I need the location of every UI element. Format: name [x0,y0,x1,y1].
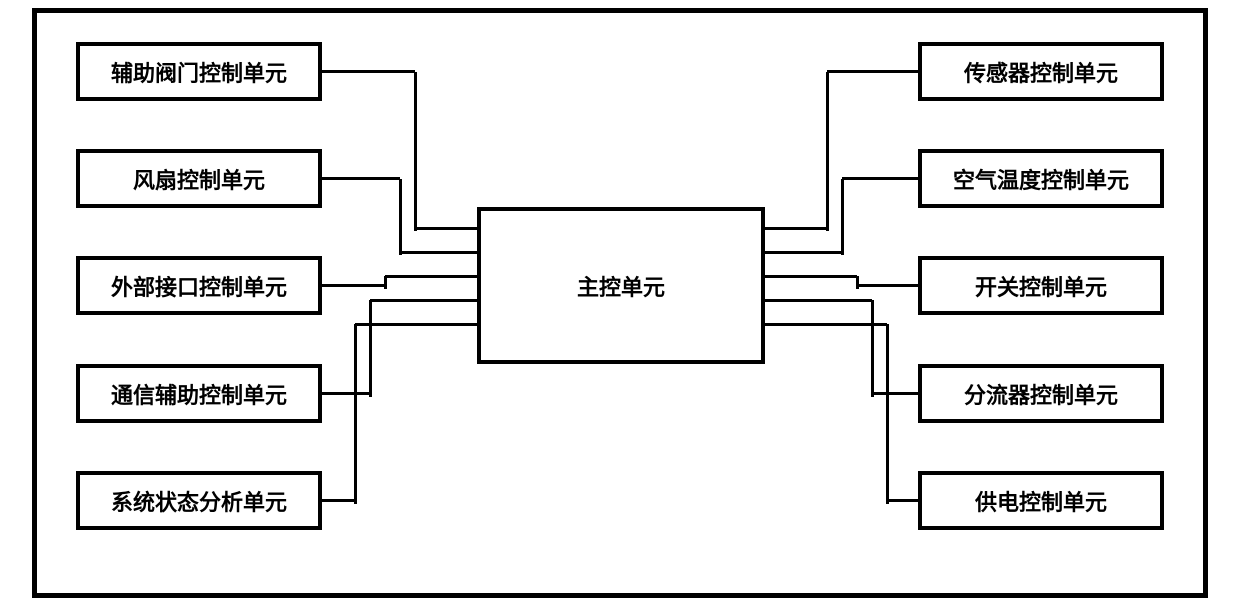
connector-segment [842,177,918,180]
right-node-2: 开关控制单元 [918,256,1164,315]
connector-segment [841,179,844,256]
left-node-1-label: 风扇控制单元 [133,163,265,195]
connector-segment [322,70,415,73]
connector-segment [871,300,874,397]
right-node-3-label: 分流器控制单元 [964,378,1118,410]
connector-segment [369,300,372,397]
left-node-4-label: 系统状态分析单元 [111,485,287,517]
connector-segment [384,276,387,289]
connector-segment [765,251,842,254]
left-node-2-label: 外部接口控制单元 [111,270,287,302]
right-node-2-label: 开关控制单元 [975,270,1107,302]
connector-segment [414,72,417,232]
right-node-4-label: 供电控制单元 [975,485,1107,517]
center-node-label: 主控单元 [577,270,665,302]
right-node-1-label: 空气温度控制单元 [953,163,1129,195]
connector-segment [857,284,918,287]
connector-segment [765,299,872,302]
connector-segment [887,499,918,502]
connector-segment [827,70,918,73]
right-node-0: 传感器控制单元 [918,42,1164,101]
right-node-3: 分流器控制单元 [918,364,1164,423]
connector-segment [826,72,829,232]
center-node: 主控单元 [477,207,765,364]
connector-segment [370,299,477,302]
connector-segment [856,276,859,289]
connector-segment [322,177,400,180]
connector-segment [765,323,887,326]
diagram-canvas: 主控单元 辅助阀门控制单元风扇控制单元外部接口控制单元通信辅助控制单元系统状态分析… [0,0,1240,607]
right-node-4: 供电控制单元 [918,471,1164,530]
left-node-0: 辅助阀门控制单元 [76,42,322,101]
left-node-4: 系统状态分析单元 [76,471,322,530]
right-node-1: 空气温度控制单元 [918,149,1164,208]
connector-segment [765,275,857,278]
left-node-0-label: 辅助阀门控制单元 [111,56,287,88]
connector-segment [354,324,357,504]
left-node-3: 通信辅助控制单元 [76,364,322,423]
left-node-3-label: 通信辅助控制单元 [111,378,287,410]
connector-segment [385,275,477,278]
connector-segment [322,392,370,395]
connector-segment [399,179,402,256]
connector-segment [355,323,477,326]
connector-segment [765,227,827,230]
right-node-0-label: 传感器控制单元 [964,56,1118,88]
connector-segment [400,251,477,254]
connector-segment [872,392,918,395]
left-node-1: 风扇控制单元 [76,149,322,208]
connector-segment [415,227,477,230]
connector-segment [322,284,385,287]
connector-segment [322,499,355,502]
connector-segment [886,324,889,504]
left-node-2: 外部接口控制单元 [76,256,322,315]
